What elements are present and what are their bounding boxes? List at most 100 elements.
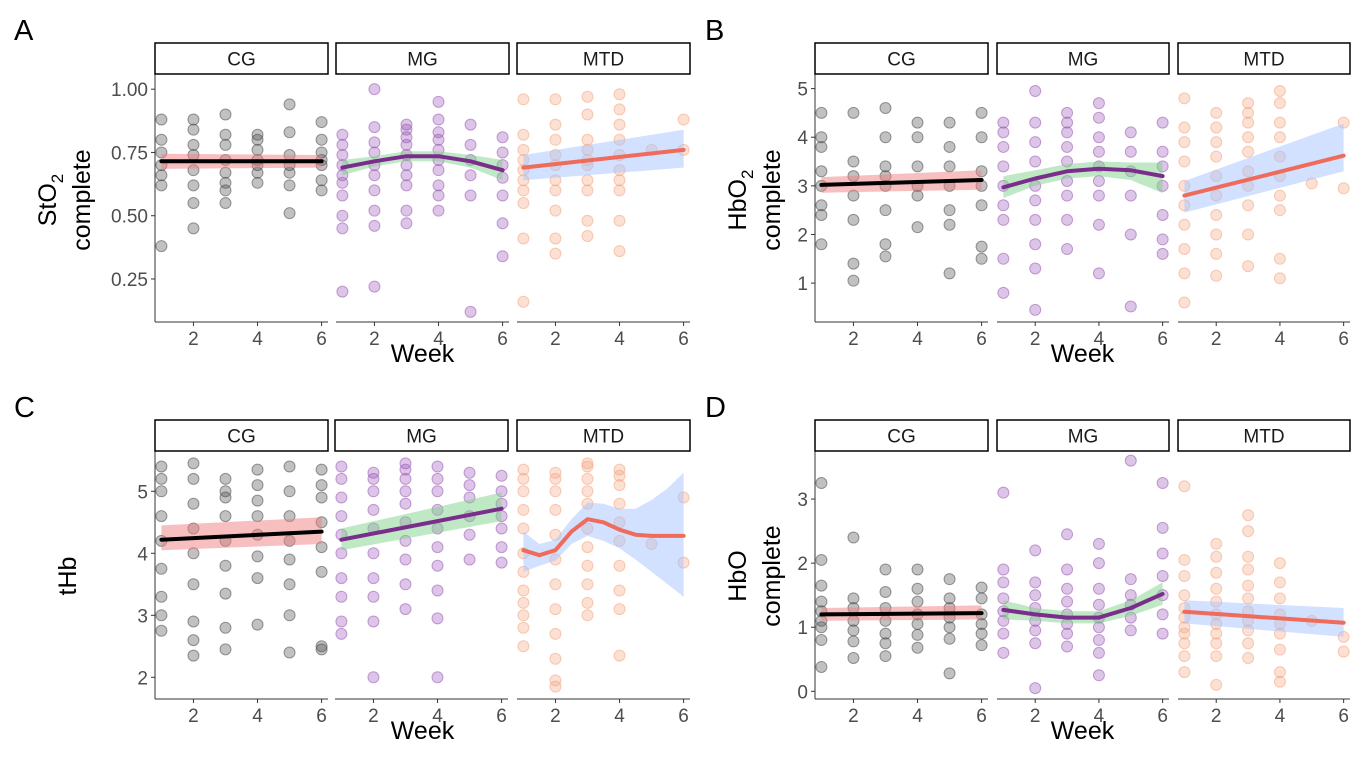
- data-point: [367, 503, 380, 516]
- y-tick-label: 1: [797, 618, 808, 639]
- facet-strip-label: MTD: [583, 50, 624, 71]
- data-point: [1242, 97, 1255, 110]
- data-point: [432, 179, 445, 192]
- data-point: [975, 131, 988, 144]
- data-point: [1029, 194, 1042, 207]
- data-point: [219, 559, 232, 572]
- data-point: [581, 214, 594, 227]
- data-point: [549, 184, 562, 197]
- data-point: [997, 199, 1010, 212]
- data-point: [549, 485, 562, 498]
- data-point: [155, 472, 168, 485]
- data-point: [1273, 557, 1286, 570]
- data-point: [581, 559, 594, 572]
- y-tick-label: 3: [137, 606, 148, 627]
- data-point: [1273, 131, 1286, 144]
- data-point: [943, 160, 956, 173]
- data-point: [432, 189, 445, 202]
- data-point: [1061, 563, 1074, 576]
- data-point: [1242, 592, 1255, 605]
- data-point: [613, 463, 626, 476]
- data-point: [581, 578, 594, 591]
- data-point: [975, 592, 988, 605]
- data-point: [581, 609, 594, 622]
- data-point: [187, 138, 200, 151]
- data-point: [1061, 595, 1074, 608]
- x-tick-label: 4: [912, 706, 923, 727]
- data-point: [336, 189, 349, 202]
- x-tick-label: 2: [550, 329, 561, 350]
- data-point: [219, 138, 232, 151]
- data-point: [463, 466, 476, 479]
- confidence-band: [1003, 582, 1163, 624]
- data-point: [1210, 209, 1223, 222]
- x-tick-label: 6: [976, 706, 987, 727]
- confidence-band: [523, 472, 684, 597]
- data-point: [943, 621, 956, 634]
- data-point: [997, 576, 1010, 589]
- data-point: [399, 463, 412, 476]
- facet-strip-label: MG: [407, 50, 438, 71]
- data-point: [613, 559, 626, 572]
- x-tick-label: 6: [1338, 706, 1349, 727]
- data-point: [943, 573, 956, 586]
- y-axis-title: HbO: [724, 550, 752, 601]
- data-point: [1273, 666, 1286, 679]
- data-point: [1092, 218, 1105, 231]
- facet-mtd: MTD 2 4 6: [516, 42, 691, 350]
- facet-strip: [1177, 42, 1351, 75]
- data-point: [251, 494, 264, 507]
- data-point: [495, 522, 508, 535]
- data-point: [1210, 106, 1223, 119]
- trend-line: [819, 178, 984, 187]
- x-tick-label: 6: [976, 329, 987, 350]
- data-point: [1029, 624, 1042, 637]
- data-point: [187, 457, 200, 470]
- data-point: [368, 83, 381, 96]
- facet-strip: [814, 419, 989, 452]
- data-point: [187, 578, 200, 591]
- data-point: [367, 472, 380, 485]
- data-point: [1273, 592, 1286, 605]
- data-point: [1124, 126, 1137, 139]
- data-point: [336, 222, 349, 235]
- trend-line: [339, 506, 504, 542]
- data-point: [879, 204, 892, 217]
- data-point: [251, 463, 264, 476]
- data-point: [315, 116, 328, 129]
- x-tick-label: 6: [678, 706, 689, 727]
- data-point: [1178, 136, 1191, 149]
- facet-strip-label: CG: [887, 50, 916, 71]
- data-point: [336, 148, 349, 161]
- data-point: [517, 463, 530, 476]
- facet-strip: [996, 419, 1170, 452]
- data-point: [432, 126, 445, 139]
- data-point: [1242, 116, 1255, 129]
- data-point: [1092, 669, 1105, 682]
- data-point: [1242, 131, 1255, 144]
- data-point: [368, 136, 381, 149]
- data-point: [847, 592, 860, 605]
- x-tick-label: 6: [497, 329, 508, 350]
- data-point: [463, 479, 476, 492]
- data-point: [581, 596, 594, 609]
- data-point: [1242, 199, 1255, 212]
- data-point: [1029, 85, 1042, 98]
- x-tick-label: 6: [316, 706, 327, 727]
- data-point: [943, 204, 956, 217]
- x-axis-title: Week: [1051, 340, 1115, 368]
- data-point: [400, 118, 413, 131]
- data-point: [911, 563, 924, 576]
- data-point: [997, 213, 1010, 226]
- data-point: [463, 528, 476, 541]
- data-point: [1156, 247, 1169, 260]
- data-point: [315, 133, 328, 146]
- data-point: [1210, 678, 1223, 691]
- y-axis-title-line2: complete: [758, 149, 786, 250]
- data-point: [367, 547, 380, 560]
- data-point: [400, 217, 413, 230]
- data-point: [581, 184, 594, 197]
- data-point: [1210, 537, 1223, 550]
- data-point: [1092, 598, 1105, 611]
